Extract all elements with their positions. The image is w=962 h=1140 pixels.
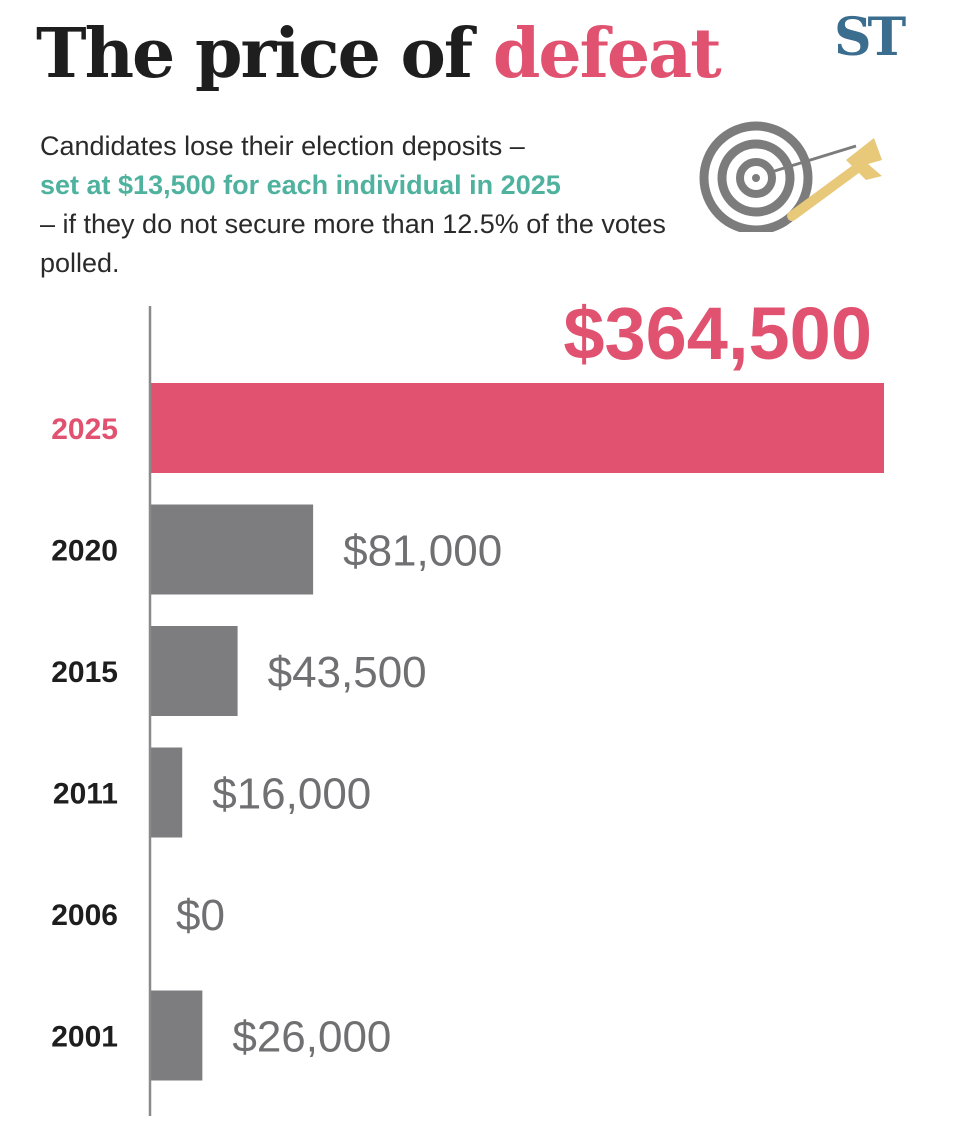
value-label-2006: $0 <box>176 891 225 940</box>
year-label-2006: 2006 <box>51 899 118 932</box>
bar-2001 <box>150 990 203 1081</box>
st-logo: ST <box>834 7 906 68</box>
intro-line-after: – if they do not secure more than 12.5% … <box>40 209 666 278</box>
intro-line-before: Candidates lose their election deposits … <box>40 131 525 161</box>
bar-2025 <box>150 383 884 473</box>
title-accent: defeat <box>492 14 722 94</box>
value-label-2020: $81,000 <box>343 527 502 576</box>
value-label-2015: $43,500 <box>268 648 427 697</box>
value-label-2001: $26,000 <box>232 1013 391 1062</box>
year-label-2001: 2001 <box>51 1021 118 1054</box>
year-label-2025: 2025 <box>51 413 118 446</box>
chart-title: The price of defeat <box>36 14 722 96</box>
value-label-2025: $364,500 <box>563 292 872 375</box>
year-label-2020: 2020 <box>51 535 118 568</box>
intro-text: Candidates lose their election deposits … <box>40 127 700 283</box>
year-label-2011: 2011 <box>53 778 118 811</box>
bar-2020 <box>150 504 314 595</box>
year-label-2015: 2015 <box>51 656 118 689</box>
dartboard-with-dart-icon <box>699 121 882 232</box>
title-main: The price of <box>36 14 473 94</box>
intro-highlight: set at $13,500 for each individual in 20… <box>40 170 561 200</box>
bar-2011 <box>150 747 183 838</box>
bar-2015 <box>150 626 238 716</box>
value-label-2011: $16,000 <box>212 770 371 819</box>
